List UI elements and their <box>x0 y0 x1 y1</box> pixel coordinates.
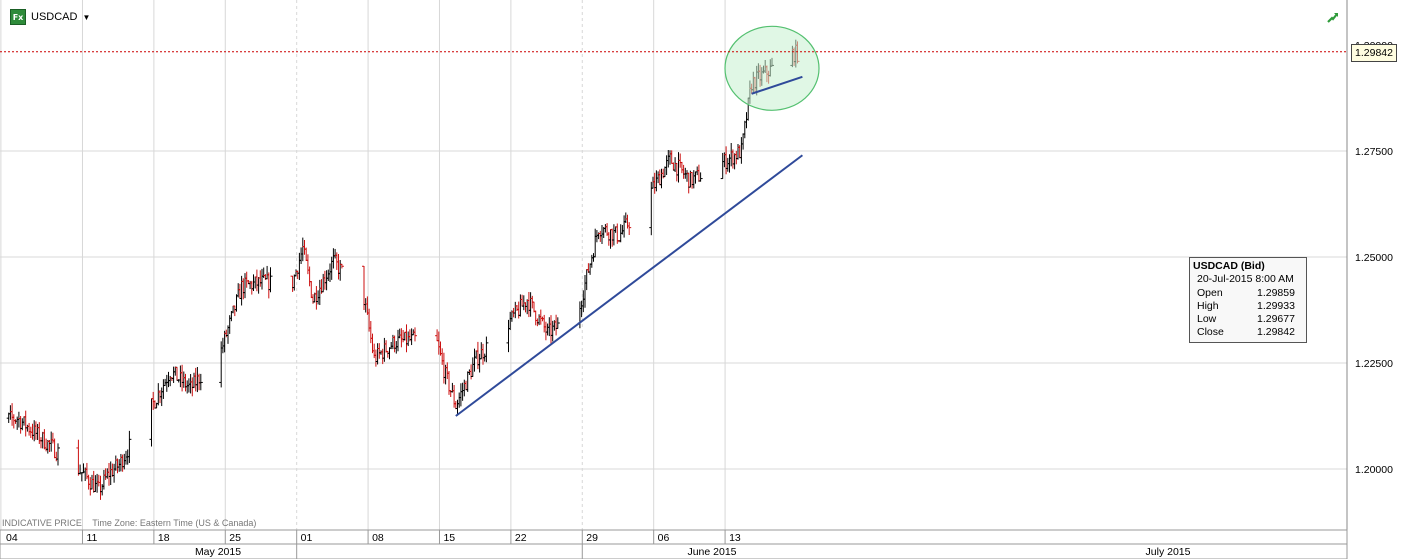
x-day-label: 18 <box>158 532 170 544</box>
highlight-circle <box>724 25 820 111</box>
x-day-label: 13 <box>729 532 741 544</box>
tooltip-title: USDCAD (Bid) <box>1193 260 1265 272</box>
x-month-label: May 2015 <box>195 546 241 558</box>
tooltip-label: High <box>1197 300 1219 312</box>
tooltip-label: Close <box>1197 326 1224 338</box>
x-month-label: June 2015 <box>687 546 736 558</box>
x-day-label: 22 <box>515 532 527 544</box>
x-day-label: 11 <box>86 532 97 544</box>
fx-icon: Fx <box>10 9 26 25</box>
last-price-badge: 1.29842 <box>1351 44 1397 62</box>
trend-arrow-icon[interactable] <box>1326 10 1340 24</box>
y-tick-label: 1.20000 <box>1355 464 1393 476</box>
timezone-label: Time Zone: Eastern Time (US & Canada) <box>92 518 257 528</box>
trendline <box>455 154 804 417</box>
chart-footer: INDICATIVE PRICE Time Zone: Eastern Time… <box>2 518 264 528</box>
y-tick-label: 1.27500 <box>1355 146 1393 158</box>
x-day-label: 06 <box>658 532 670 544</box>
y-tick-label: 1.25000 <box>1355 252 1393 264</box>
x-day-label: 04 <box>6 532 18 544</box>
tooltip-value: 1.29933 <box>1257 300 1295 312</box>
tooltip-value: 1.29842 <box>1257 326 1295 338</box>
y-axis-panel <box>1348 0 1403 545</box>
price-type-label: INDICATIVE PRICE <box>2 518 82 528</box>
symbol-label[interactable]: USDCAD <box>31 11 78 23</box>
x-day-label: 29 <box>586 532 598 544</box>
tooltip-row-low: Low 1.29677 <box>1197 313 1301 325</box>
ohlc-tooltip: USDCAD (Bid) 20-Jul-2015 8:00 AM Open 1.… <box>1189 257 1307 343</box>
x-day-label: 01 <box>301 532 313 544</box>
day-axis-strip <box>0 529 1348 545</box>
tooltip-row-open: Open 1.29859 <box>1197 287 1301 299</box>
chart-header: Fx USDCAD ▼ <box>10 9 90 25</box>
y-tick-label: 1.22500 <box>1355 358 1393 370</box>
tooltip-datetime: 20-Jul-2015 8:00 AM <box>1197 273 1294 285</box>
tooltip-row-high: High 1.29933 <box>1197 300 1301 312</box>
tooltip-row-close: Close 1.29842 <box>1197 326 1301 338</box>
tooltip-label: Low <box>1197 313 1217 325</box>
month-axis-strip <box>0 543 1348 559</box>
tooltip-value: 1.29859 <box>1257 287 1295 299</box>
x-day-label: 25 <box>229 532 241 544</box>
chevron-down-icon[interactable]: ▼ <box>82 12 91 22</box>
tooltip-label: Open <box>1197 287 1223 299</box>
trendline <box>751 75 803 95</box>
x-day-label: 15 <box>443 532 455 544</box>
x-month-label: July 2015 <box>1146 546 1191 558</box>
tooltip-value: 1.29677 <box>1257 313 1295 325</box>
x-day-label: 08 <box>372 532 384 544</box>
